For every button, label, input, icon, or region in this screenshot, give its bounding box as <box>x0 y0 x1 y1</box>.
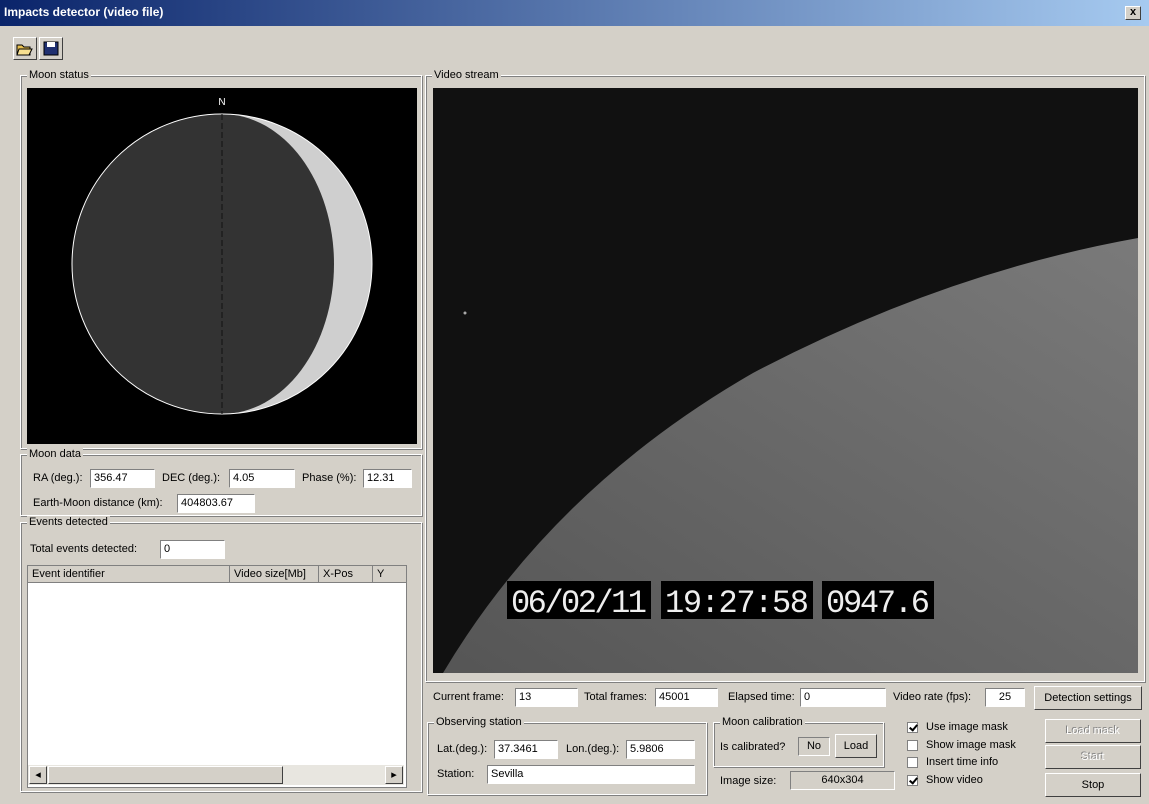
group-label: Moon status <box>27 69 91 81</box>
field-label: Video rate (fps): <box>893 691 971 703</box>
save-icon <box>40 38 62 59</box>
open-button[interactable] <box>13 37 37 60</box>
field-label: Earth-Moon distance (km): <box>33 497 163 509</box>
action-button: Start <box>1045 745 1141 769</box>
lon-field: 5.9806 <box>626 740 695 759</box>
field-label: RA (deg.): <box>33 472 83 484</box>
group-label: Events detected <box>27 516 110 528</box>
checkbox[interactable] <box>907 722 918 733</box>
field-label: Total events detected: <box>30 543 137 555</box>
group-label: Observing station <box>434 716 524 728</box>
elapsed-field: 0 <box>800 688 886 707</box>
load-calibration-button[interactable]: Load <box>835 734 877 758</box>
group-label: Moon calibration <box>720 716 805 728</box>
phase-field: 12.31 <box>363 469 412 488</box>
field-label: Lon.(deg.): <box>566 743 619 755</box>
h-scrollbar[interactable]: ◂ ▸ <box>28 765 404 785</box>
field-label: Elapsed time: <box>728 691 795 703</box>
video-frame: 06/02/11 19:27:58 0947.6 <box>433 88 1138 673</box>
lat-field: 37.3461 <box>494 740 558 759</box>
checkbox[interactable] <box>907 775 918 786</box>
field-label: Phase (%): <box>302 472 356 484</box>
group-label: Moon data <box>27 448 83 460</box>
total-frames-field: 45001 <box>655 688 718 707</box>
distance-field: 404803.67 <box>177 494 255 513</box>
moon-view: N <box>27 88 417 444</box>
close-button[interactable]: x <box>1125 6 1141 20</box>
image-size-field: 640x304 <box>790 771 895 790</box>
field-label: Station: <box>437 768 474 780</box>
app-window: Impacts detector (video file) x Moon sta… <box>0 0 1149 804</box>
checkbox-label[interactable]: Show video <box>926 774 983 786</box>
checkbox[interactable] <box>907 740 918 751</box>
action-button: Load mask <box>1045 719 1141 743</box>
dec-field: 4.05 <box>229 469 295 488</box>
window-title: Impacts detector (video file) <box>4 5 163 19</box>
field-label: Image size: <box>720 775 776 787</box>
scroll-right[interactable]: ▸ <box>385 766 403 784</box>
overlay-time: 19:27:58 <box>665 585 809 622</box>
field-label: Current frame: <box>433 691 504 703</box>
rate-field: 25 <box>985 688 1025 707</box>
checkbox-label[interactable]: Insert time info <box>926 756 998 768</box>
star <box>464 312 467 315</box>
overlay-date: 06/02/11 <box>511 585 647 622</box>
checkbox-label[interactable]: Use image mask <box>926 721 1008 733</box>
scroll-thumb[interactable] <box>48 766 283 784</box>
north-label: N <box>218 97 225 108</box>
events-list[interactable]: Event identifier Video size[Mb] X-Pos Y … <box>27 565 407 788</box>
save-button[interactable] <box>39 37 63 60</box>
checkbox-label[interactable]: Show image mask <box>926 739 1016 751</box>
group-label: Video stream <box>432 69 501 81</box>
open-icon <box>14 38 36 59</box>
checkbox[interactable] <box>907 757 918 768</box>
column-header[interactable]: X-Pos <box>319 566 373 583</box>
column-header[interactable]: Y <box>373 566 407 583</box>
total-events-field: 0 <box>160 540 225 559</box>
field-label: Lat.(deg.): <box>437 743 487 755</box>
current-frame-field: 13 <box>515 688 578 707</box>
scroll-left[interactable]: ◂ <box>29 766 47 784</box>
field-label: Total frames: <box>584 691 647 703</box>
title-bar <box>0 0 1149 26</box>
field-label: DEC (deg.): <box>162 472 220 484</box>
ra-field: 356.47 <box>90 469 155 488</box>
column-header[interactable]: Event identifier <box>28 566 230 583</box>
field-label: Is calibrated? <box>720 741 785 753</box>
column-header[interactable]: Video size[Mb] <box>230 566 319 583</box>
overlay-counter: 0947.6 <box>826 585 930 622</box>
action-button[interactable]: Stop <box>1045 773 1141 797</box>
station-field: Sevilla <box>487 765 695 784</box>
detection-settings-button[interactable]: Detection settings <box>1034 686 1142 710</box>
calibrated-field: No <box>798 737 830 756</box>
